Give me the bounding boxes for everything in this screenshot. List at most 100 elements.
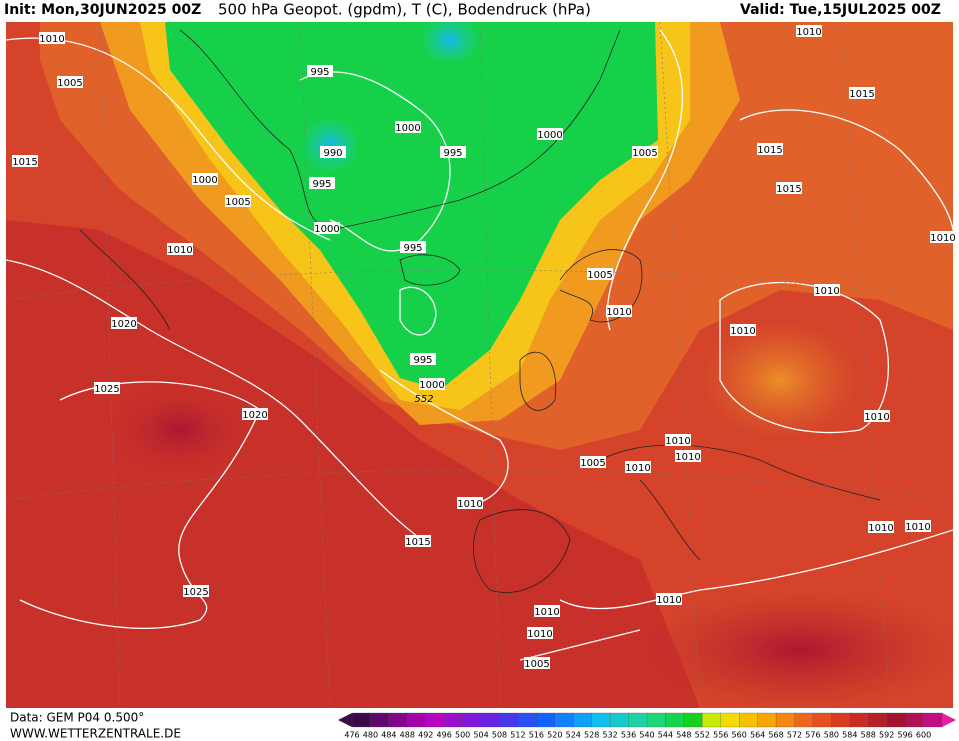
isobar-label: 1010 [675, 452, 700, 463]
cold-core [420, 22, 480, 65]
isobar-label: 1000 [419, 380, 444, 391]
colorbar-label: 484 [381, 731, 396, 740]
colorbar-swatch [480, 712, 501, 728]
valid-time: Valid: Tue,15JUL2025 00Z [740, 2, 941, 18]
colorbar-label: 528 [584, 731, 599, 740]
colorbar-swatch [904, 712, 925, 728]
coast [559, 249, 643, 323]
colorbar-label: 584 [842, 731, 857, 740]
colorbar-swatch [517, 712, 538, 728]
label-box [534, 605, 560, 617]
isobar-label: 1000 [537, 130, 562, 141]
website: WWW.WETTERZENTRALE.DE [10, 727, 181, 741]
label-box [39, 32, 65, 44]
label-box [606, 305, 632, 317]
label-box [440, 146, 466, 158]
isobar-label: 1015 [405, 537, 430, 548]
label-box [625, 461, 651, 473]
colorbar-label: 556 [713, 731, 728, 740]
colorbar-swatch [794, 712, 814, 728]
label-box [320, 146, 346, 158]
isobar-label: 1005 [632, 148, 657, 159]
label-box [524, 657, 550, 669]
colorbar-label: 576 [805, 731, 820, 740]
colorbar-label: 596 [897, 731, 912, 740]
colorbar-swatch [536, 712, 556, 728]
isobar-label: 1010 [796, 27, 821, 38]
colorbar-swatch [499, 712, 519, 728]
colorbar-swatch [665, 712, 685, 728]
label-box [632, 146, 658, 158]
isobar-label: 995 [310, 67, 329, 78]
label-box [730, 324, 756, 336]
colorbar-label: 512 [510, 731, 525, 740]
parallel [6, 469, 953, 501]
colorbar-swatch [388, 712, 408, 728]
colorbar-swatch [573, 712, 593, 728]
label-box [57, 76, 83, 88]
isobar-label: 1010 [930, 233, 955, 244]
isobars [6, 29, 953, 661]
isobar-label: 1000 [395, 123, 420, 134]
isobar-label: 1010 [606, 307, 631, 318]
colorbar-swatch [886, 712, 906, 728]
colorbar-arrow [942, 713, 956, 727]
label-box [905, 520, 931, 532]
green-area [165, 22, 658, 390]
label-box [864, 410, 890, 422]
isobar [559, 529, 953, 610]
isobar-label: 1005 [57, 78, 82, 89]
label-box [192, 173, 218, 185]
colorbar-label: 592 [879, 731, 894, 740]
isobar [19, 381, 261, 629]
label-box [314, 222, 340, 234]
colorbar-label: 516 [529, 731, 544, 740]
label-box [868, 521, 894, 533]
isobar [519, 629, 641, 661]
isobar-label: 1020 [111, 319, 136, 330]
colorbar-swatch [425, 712, 445, 728]
colorbar-label: 504 [473, 731, 488, 740]
coast [473, 509, 571, 593]
colorbar-label: 532 [602, 731, 617, 740]
label-box [395, 121, 421, 133]
isobar-label: 1005 [587, 270, 612, 281]
label-box [94, 382, 120, 394]
meridian [479, 22, 501, 708]
colorbar-label: 588 [861, 731, 876, 740]
colorbar-swatch [444, 712, 464, 728]
colorbar-swatch [628, 712, 648, 728]
isobar-label: 995 [312, 179, 331, 190]
isobar-label: 1005 [225, 197, 250, 208]
warm-core [700, 320, 860, 440]
isobar-label: 1000 [314, 224, 339, 235]
isobar-label: 1010 [864, 412, 889, 423]
label-box [111, 317, 137, 329]
isobar-label: 1025 [94, 384, 119, 395]
label-box [307, 65, 333, 77]
isobar-label: 1015 [757, 145, 782, 156]
isobar-label: 1010 [814, 286, 839, 297]
colorbar-swatch [609, 712, 630, 728]
isobar-label: 1025 [183, 587, 208, 598]
isobar-label: 1005 [524, 659, 549, 670]
isobar [379, 369, 509, 506]
label-box [419, 378, 445, 390]
label-box [776, 182, 802, 194]
isobar-label: 1010 [665, 436, 690, 447]
colorbar-swatch [812, 712, 833, 728]
graticule [6, 22, 953, 708]
colorbar-label: 536 [621, 731, 636, 740]
isobar-label: 995 [413, 355, 432, 366]
colorbar-label: 496 [437, 731, 452, 740]
coast [519, 351, 557, 411]
isobar-label: 1010 [730, 326, 755, 337]
data-source: Data: GEM P04 0.500° [10, 711, 144, 725]
isobar-label: 1010 [534, 607, 559, 618]
colorbar-swatch [646, 712, 667, 728]
colorbar-swatch [462, 712, 482, 728]
label-box [12, 155, 38, 167]
label-box [400, 241, 426, 253]
colorbar-label: 476 [344, 731, 359, 740]
colorbar-label: 552 [695, 731, 710, 740]
